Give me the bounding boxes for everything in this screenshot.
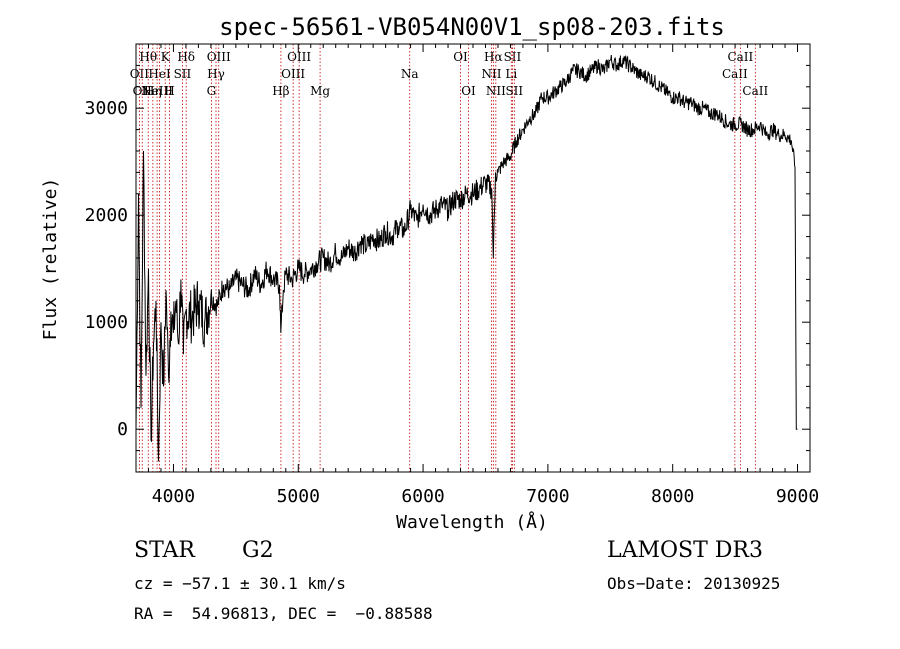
line-label-6: K: [161, 50, 171, 64]
line-label-9: Hδ: [177, 50, 195, 64]
y-tick-label-2: 2000: [85, 205, 128, 226]
line-label-23: Li: [505, 67, 517, 81]
observation-date: Obs−Date: 20130925: [607, 574, 781, 593]
line-label-16: Mg: [310, 84, 330, 98]
redshift-velocity: cz = −57.1 ± 30.1 km/s: [134, 574, 346, 593]
line-label-21: Hα: [484, 50, 503, 64]
line-label-18: OI: [453, 50, 468, 64]
x-tick-label-3: 7000: [526, 486, 569, 507]
line-label-0: OII: [130, 67, 150, 81]
line-label-13: Hβ: [272, 84, 289, 98]
line-label-27: CaII: [727, 50, 753, 64]
x-tick-label-4: 8000: [651, 486, 694, 507]
y-tick-label-0: 0: [117, 419, 128, 440]
line-label-19: OI: [461, 84, 476, 98]
x-tick-label-5: 9000: [776, 486, 819, 507]
line-label-5: HeI: [148, 67, 171, 81]
survey-name: LAMOST DR3: [607, 538, 763, 563]
x-tick-label-2: 6000: [401, 486, 444, 507]
line-label-1: OII: [133, 84, 153, 98]
x-tick-label-0: 4000: [152, 486, 195, 507]
line-label-26: CaII: [722, 67, 748, 81]
line-label-17: Na: [401, 67, 419, 81]
x-tick-label-1: 5000: [277, 486, 320, 507]
spectral-line-markers: OIIOIIHθHηNeIIIHeIKHSIIHδGHγOIIIHβOIIIOI…: [130, 44, 768, 472]
line-label-22: NII: [486, 84, 506, 98]
line-label-14: OIII: [281, 67, 305, 81]
plot-frame: [135, 43, 811, 473]
line-label-25: SII: [505, 84, 523, 98]
y-tick-label-3: 3000: [85, 98, 128, 119]
line-label-11: Hγ: [207, 67, 225, 81]
line-label-24: SII: [504, 50, 522, 64]
y-axis-label: Flux (relative): [40, 178, 61, 341]
chart-title: spec-56561-VB054N00V1_sp08-203.fits: [219, 13, 725, 41]
axes: 4000 5000 6000 7000 8000 9000 0 1000 2000 3000: [85, 43, 819, 507]
line-label-8: SII: [174, 67, 192, 81]
spectrum-line: [135, 54, 798, 462]
line-label-15: OIII: [287, 50, 311, 64]
object-class: STAR: [134, 538, 195, 563]
line-label-20: NII: [481, 67, 501, 81]
coordinates: RA = 54.96813, DEC = −0.88588: [134, 604, 433, 623]
line-label-28: CaII: [742, 84, 768, 98]
spectrum-series: [135, 54, 798, 462]
object-subclass: G2: [242, 538, 274, 563]
x-axis-label: Wavelength (Å): [396, 511, 548, 533]
y-tick-label-1: 1000: [85, 312, 128, 333]
line-label-2: Hθ: [139, 50, 157, 64]
line-label-12: OIII: [207, 50, 231, 64]
line-label-7: H: [164, 84, 174, 98]
line-label-10: G: [207, 84, 217, 98]
